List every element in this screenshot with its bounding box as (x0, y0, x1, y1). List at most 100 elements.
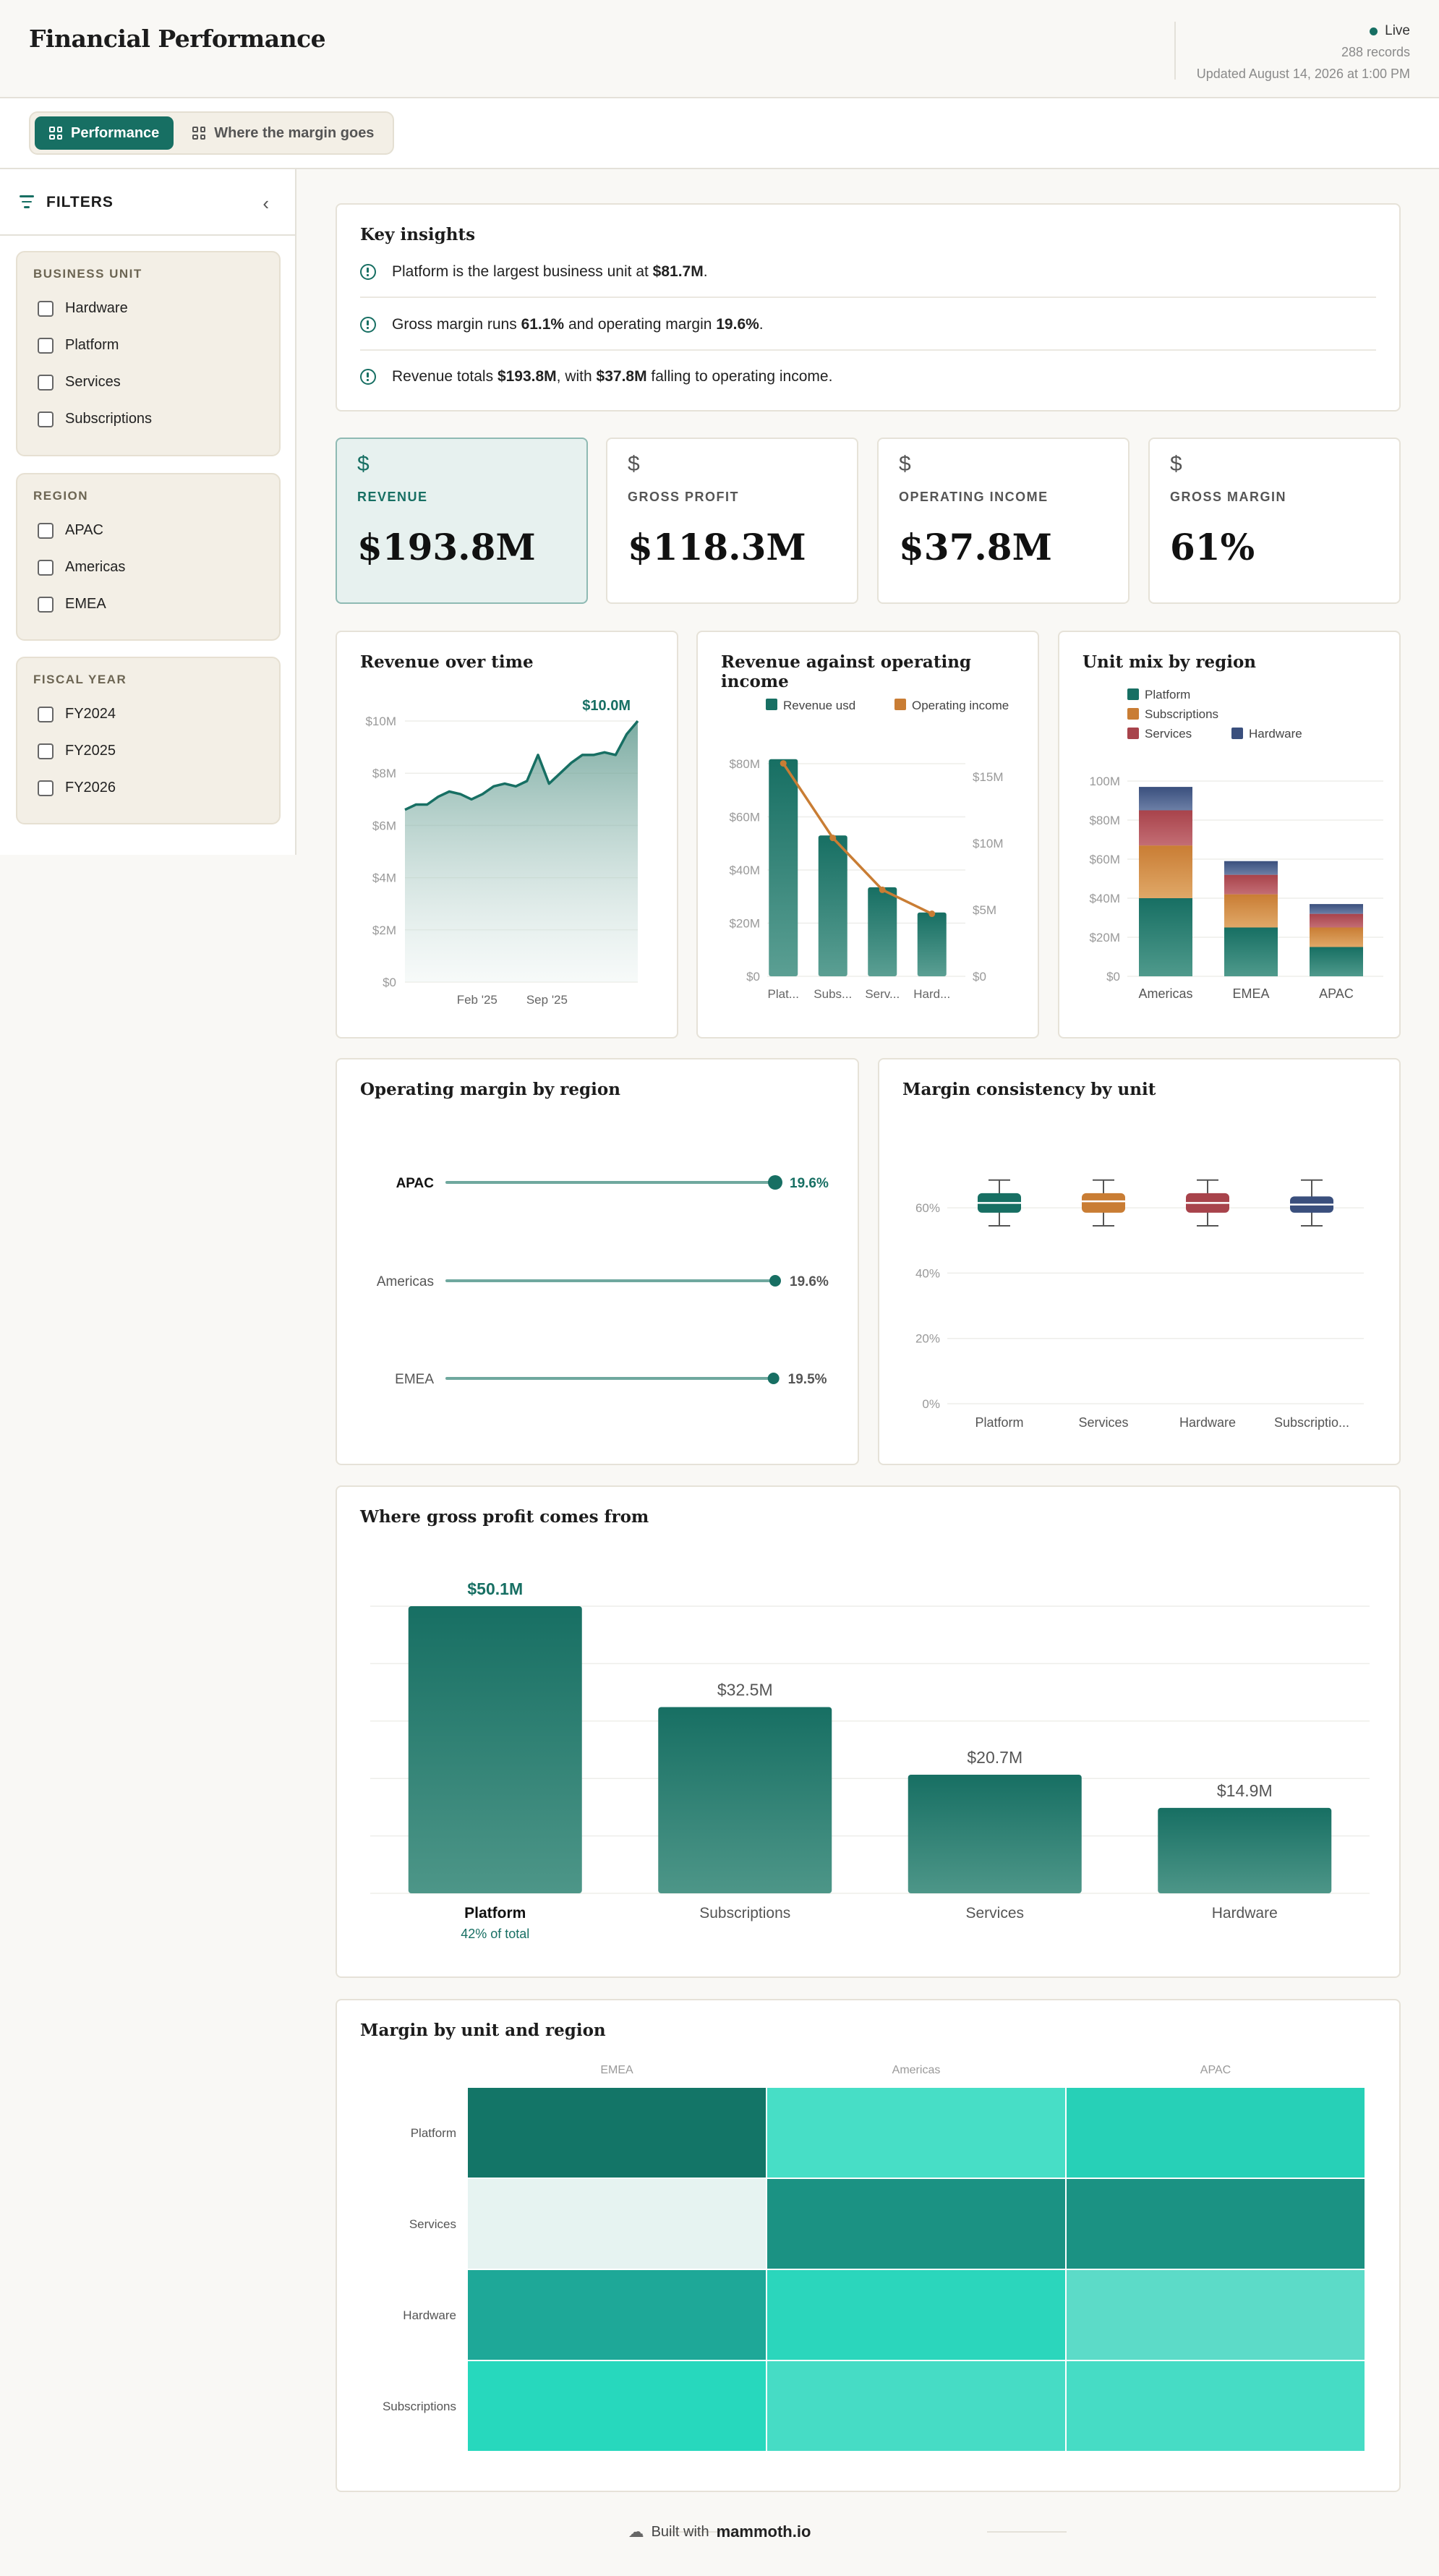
x-tick-label: Services (1078, 1415, 1128, 1430)
stack-segment-hardware (1139, 787, 1192, 811)
unit-mix-chart: Platform Subscriptions Services Hardware $0 $… (1089, 688, 1383, 1001)
y-tick-label: $60M (729, 811, 760, 824)
filter-option-hardware[interactable]: Hardware (38, 290, 279, 327)
legend-swatch-operating-income (894, 699, 906, 710)
checkbox[interactable] (38, 559, 54, 576)
y-tick-label: 40% (915, 1266, 940, 1280)
gross-profit-bar (658, 1707, 832, 1893)
status-text: Live (1385, 23, 1410, 38)
insight-item: Gross margin runs 61.1% and operating ma… (360, 299, 1376, 351)
stack-segment-platform (1224, 927, 1278, 976)
region-label: Americas (377, 1274, 434, 1289)
filter-option-fy2026[interactable]: FY2026 (38, 769, 279, 806)
kpi-value: $193.8M (357, 526, 536, 568)
column-label: EMEA (600, 2064, 633, 2076)
filter-option-label: EMEA (65, 596, 106, 612)
y2-tick-label: $5M (973, 903, 996, 917)
filter-group-title: REGION (33, 489, 89, 503)
kpi-revenue-card[interactable]: $ REVENUE $193.8M (336, 438, 588, 604)
kpi-value: $118.3M (628, 526, 806, 568)
checkbox[interactable] (38, 706, 54, 722)
app-header: Financial Performance Live 288 records U… (0, 0, 1439, 98)
y-tick-label: $2M (372, 924, 396, 937)
x-tick-label: Hard... (913, 987, 950, 1001)
filter-option-services[interactable]: Services (38, 364, 279, 401)
header-divider (1174, 22, 1176, 80)
card-title: Revenue over time (360, 652, 534, 672)
filter-option-apac[interactable]: APAC (38, 512, 279, 549)
operating-income-line (782, 762, 933, 916)
filter-option-platform[interactable]: Platform (38, 327, 279, 364)
revenue-area (405, 721, 638, 982)
gross-profit-bar (408, 1606, 582, 1893)
kpi-operating-income-card[interactable]: $ OPERATING INCOME $37.8M (877, 438, 1130, 604)
legend-label: Revenue usd (783, 699, 855, 712)
heatmap-cell (1067, 2088, 1365, 2178)
filter-option-fy2024[interactable]: FY2024 (38, 696, 279, 733)
dashboard-grid-icon (49, 127, 62, 140)
dollar-icon: $ (628, 452, 640, 476)
y-tick-label: $20M (1089, 931, 1120, 944)
filter-group-title: BUSINESS UNIT (33, 267, 142, 281)
lollipop-dot (769, 1275, 781, 1287)
heatmap-cell (468, 2270, 766, 2360)
y-tick-label: $40M (1089, 892, 1120, 905)
page-title: Financial Performance (29, 25, 326, 53)
filter-option-label: Hardware (65, 300, 128, 316)
value-label: 19.6% (790, 1176, 829, 1191)
y-tick-label: $60M (1089, 853, 1120, 866)
filter-option-label: Platform (65, 337, 119, 353)
filter-option-fy2025[interactable]: FY2025 (38, 733, 279, 769)
dollar-icon: $ (1170, 452, 1182, 476)
tab-where-the-margin-goes[interactable]: Where the margin goes (178, 116, 388, 150)
checkbox[interactable] (38, 522, 54, 539)
y-tick-label: $6M (372, 819, 396, 832)
bar-value-label: $20.7M (967, 1748, 1022, 1767)
x-tick-label: Platform (975, 1415, 1023, 1430)
checkbox[interactable] (38, 596, 54, 613)
filter-option-label: APAC (65, 522, 103, 538)
checkbox[interactable] (38, 374, 54, 391)
filter-option-subscriptions[interactable]: Subscriptions (38, 401, 279, 438)
region-label: APAC (396, 1176, 435, 1191)
gross-profit-bar (1158, 1807, 1332, 1893)
stack-segment-subscriptions (1139, 845, 1192, 898)
filter-option-emea[interactable]: EMEA (38, 586, 279, 623)
box-iqr (1082, 1193, 1125, 1213)
footer-brand-link[interactable]: mammoth.io (716, 2522, 811, 2541)
checkbox[interactable] (38, 743, 54, 759)
info-icon (360, 368, 376, 385)
checkbox[interactable] (38, 780, 54, 796)
card-title: Margin consistency by unit (902, 1080, 1156, 1099)
kpi-gross-margin-card[interactable]: $ GROSS MARGIN 61% (1148, 438, 1401, 604)
tab-performance[interactable]: Performance (35, 116, 174, 150)
checkbox[interactable] (38, 411, 54, 427)
tab-label: Where the margin goes (214, 124, 375, 141)
checkbox[interactable] (38, 337, 54, 354)
card-title: Operating margin by region (360, 1080, 620, 1099)
heatmap-cell (1067, 2270, 1365, 2360)
filter-icon (19, 195, 35, 210)
stack-segment-services (1139, 810, 1192, 846)
heatmap-cell (468, 2179, 766, 2269)
filter-option-label: Americas (65, 559, 126, 575)
y-tick-label: $20M (729, 917, 760, 931)
operating-income-point (879, 886, 886, 893)
heatmap-cell (767, 2270, 1065, 2360)
filter-option-label: FY2025 (65, 743, 116, 759)
footer-divider (669, 2531, 748, 2533)
x-tick-label: Serv... (865, 987, 900, 1001)
revenue-vs-operating-income-chart: Revenue usd Operating income $0 $20M $40M $60… (729, 699, 1009, 1001)
kpi-gross-profit-card[interactable]: $ GROSS PROFIT $118.3M (606, 438, 858, 604)
card-title: Unit mix by region (1083, 652, 1257, 672)
filter-option-americas[interactable]: Americas (38, 549, 279, 586)
live-dot-icon (1370, 27, 1378, 35)
checkbox[interactable] (38, 300, 54, 317)
chevron-left-icon[interactable]: ‹ (262, 192, 269, 214)
heatmap-cell (1067, 2179, 1365, 2269)
stack-segment-hardware (1310, 904, 1363, 914)
row-label: Services (409, 2217, 456, 2231)
tab-list: Performance Where the margin goes (29, 111, 395, 155)
stack-segment-services (1310, 913, 1363, 928)
filter-group-region: REGION APAC Americas EMEA (16, 473, 281, 641)
